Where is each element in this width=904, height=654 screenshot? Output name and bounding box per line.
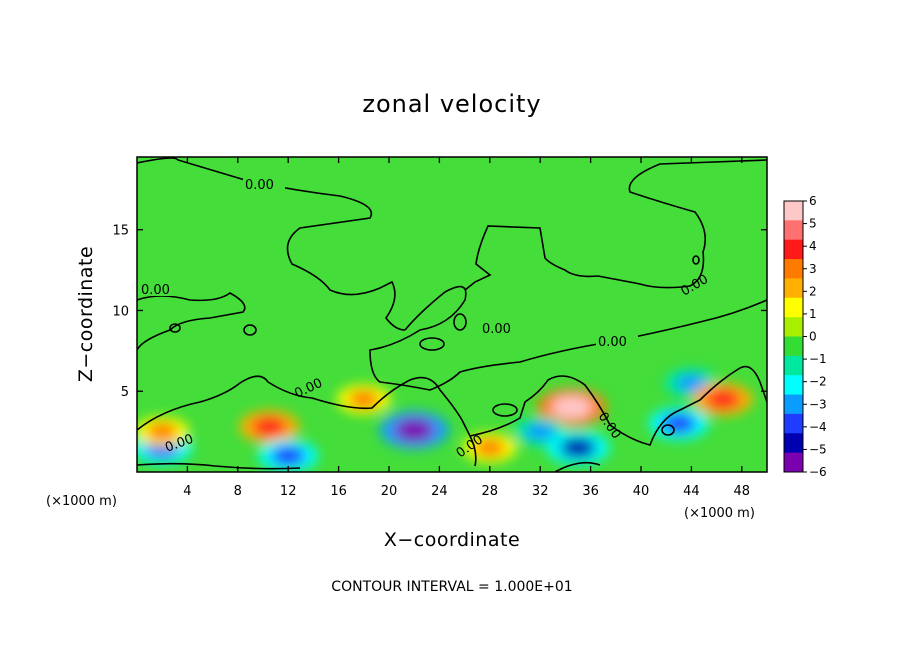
zero-contour-loop-g: [661, 424, 675, 436]
colorbar-tick-labels: 6 5 4 3 2 1 0 −1 −2 −3 −4 −5 −6: [803, 194, 827, 479]
velocity-blob-core: [146, 422, 178, 441]
colorbar: [784, 201, 803, 473]
contour-label: 0.00: [480, 320, 522, 337]
zero-contour-loop-f: [169, 323, 181, 333]
colorbar-tick-label: −1: [809, 352, 827, 366]
colorbar-tick-label: −5: [809, 442, 827, 456]
x-tick-label: 8: [234, 484, 242, 499]
contour-interval-note: CONTOUR INTERVAL = 1.000E+01: [331, 579, 572, 595]
colorbar-tick-label: 4: [809, 239, 817, 253]
colorbar-swatch: [784, 220, 803, 241]
y-tick-label: 5: [121, 385, 129, 400]
colorbar-swatch: [784, 336, 803, 357]
contour-label-text: 0.00: [598, 335, 627, 350]
velocity-blob-core: [551, 395, 592, 419]
colorbar-swatch: [784, 297, 803, 318]
zero-contour-loop-e: [692, 255, 700, 265]
velocity-blob-core: [348, 390, 380, 409]
colorbar-tick-label: 2: [809, 284, 817, 298]
x-tick-label: 36: [582, 484, 599, 499]
x-tick-label: 44: [683, 484, 700, 499]
x-scale-note-left: (×1000 m): [46, 494, 117, 509]
zero-contour-loop-b: [419, 337, 445, 351]
colorbar-tick-label: 6: [809, 194, 817, 208]
x-tick-label: 48: [734, 484, 751, 499]
contour-label: 0.00: [243, 176, 285, 193]
x-tick-label: 4: [183, 484, 191, 499]
colorbar-tick-label: 5: [809, 217, 817, 231]
velocity-blob-core: [524, 422, 556, 441]
colorbar-swatch: [784, 355, 803, 376]
x-tick-label: 28: [482, 484, 499, 499]
contour-label-text: 0.00: [482, 322, 511, 337]
velocity-blob-core: [661, 413, 696, 434]
colorbar-swatch: [784, 452, 803, 473]
zero-contour-loop-c: [243, 324, 257, 336]
colorbar-tick-label: 0: [809, 330, 817, 344]
zero-contour-loop-d: [492, 403, 518, 417]
y-tick-label: 15: [112, 224, 129, 239]
colorbar-tick-label: 1: [809, 307, 817, 321]
y-tick-label: 10: [112, 304, 129, 319]
colorbar-tick-label: 3: [809, 262, 817, 276]
colorbar-swatch: [784, 259, 803, 279]
contour-label: 0.00: [596, 333, 638, 350]
velocity-blob-core: [559, 437, 597, 459]
x-tick-label: 20: [381, 484, 398, 499]
contour-label: 0.00: [139, 281, 181, 298]
x-axis-tick-labels: 4 8 12 16 20 24 28 32 36 40 44 48: [183, 484, 750, 499]
zero-contour-lower: [137, 365, 767, 472]
x-tick-label: 32: [532, 484, 549, 499]
zero-contour-loop-a: [453, 313, 467, 331]
colorbar-tick-label: −6: [809, 465, 827, 479]
plot-frame: [136, 156, 768, 473]
velocity-blob-core: [271, 445, 306, 466]
colorbar-swatch: [784, 394, 803, 415]
x-tick-label: 24: [431, 484, 448, 499]
velocity-blob-core: [394, 418, 435, 442]
colorbar-swatch: [784, 317, 803, 337]
colorbar-swatch: [784, 413, 803, 434]
contour-label-text: 0.00: [245, 178, 274, 193]
y-axis-title: Z−coordinate: [75, 246, 97, 382]
colorbar-swatch: [784, 375, 803, 396]
colorbar-swatch: [784, 201, 803, 221]
y-axis-ticks: [137, 229, 767, 392]
velocity-blobs: [137, 368, 753, 472]
colorbar-swatch: [784, 433, 803, 454]
colorbar-swatch: [784, 239, 803, 260]
chart-title: zonal velocity: [362, 90, 541, 118]
x-axis-ticks: [186, 157, 743, 472]
velocity-blob-core: [676, 374, 707, 393]
colorbar-tick-label: −4: [809, 420, 827, 434]
zero-contour-upper-right: [464, 159, 767, 291]
x-axis-title: X−coordinate: [384, 529, 520, 551]
colorbar-tick-label: −3: [809, 397, 827, 411]
velocity-blob-core: [474, 438, 506, 457]
y-axis-tick-labels: 5 10 15: [112, 224, 129, 401]
heatmap-field: [137, 157, 767, 472]
colorbar-swatch: [784, 278, 803, 299]
x-tick-label: 16: [330, 484, 347, 499]
x-tick-label: 12: [280, 484, 297, 499]
velocity-blob-core: [705, 389, 741, 410]
colorbar-tick-label: −2: [809, 375, 827, 389]
x-tick-label: 40: [633, 484, 650, 499]
x-scale-note-right: (×1000 m): [684, 506, 755, 521]
contour-label-text: 0.00: [141, 283, 170, 298]
velocity-blob-core: [252, 416, 287, 437]
